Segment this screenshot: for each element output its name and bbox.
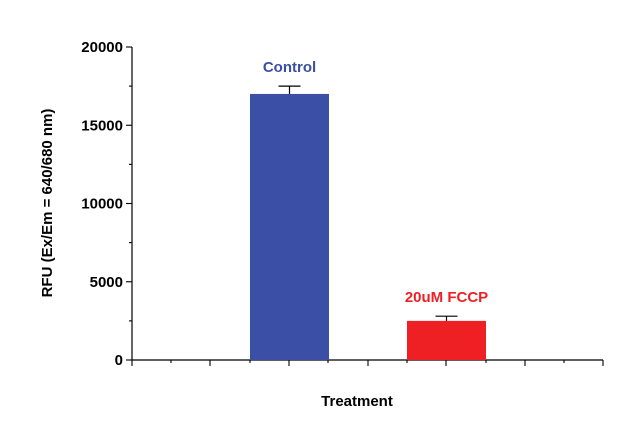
y-axis-title: RFU (Ex/Em = 640/680 nm) <box>39 109 56 298</box>
plot-area: 0 5000 10000 15000 20000 Control 20uM FCCP <box>81 39 604 369</box>
bar <box>407 320 486 360</box>
y-tick-label: 15000 <box>81 117 123 134</box>
bar <box>250 93 329 360</box>
y-tick-label: 5000 <box>90 274 123 291</box>
bar-label: 20uM FCCP <box>405 289 488 306</box>
y-tick-label: 10000 <box>81 196 123 213</box>
y-tick-label: 20000 <box>81 39 123 56</box>
bar-label: Control <box>263 59 316 76</box>
x-axis-title: Treatment <box>321 393 393 410</box>
y-tick-label: 0 <box>115 352 123 369</box>
